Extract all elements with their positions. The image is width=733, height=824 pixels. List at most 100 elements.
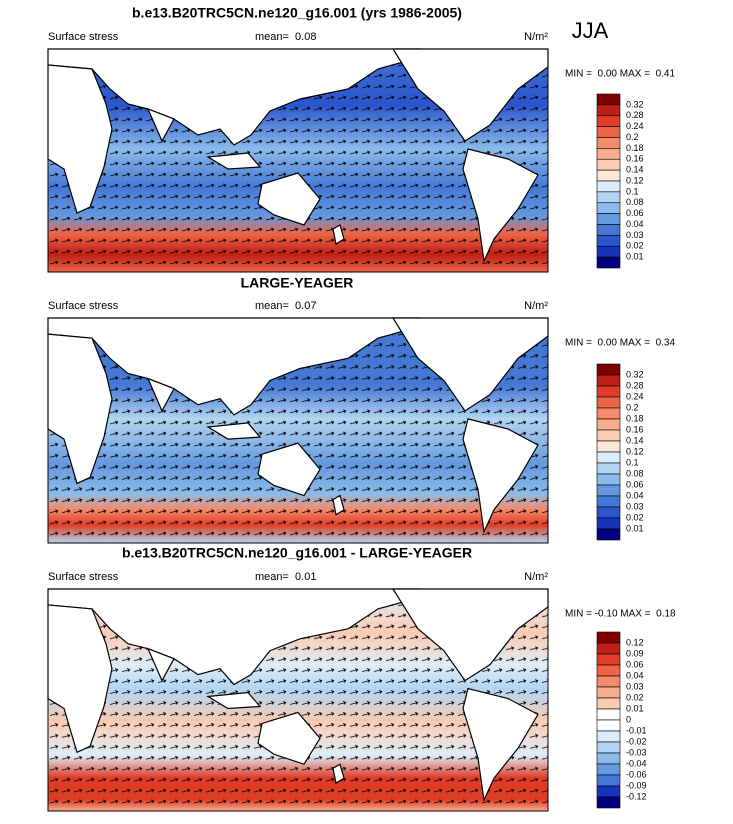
colorbar-label: 0.06 bbox=[626, 479, 644, 489]
colorbar-box bbox=[596, 462, 621, 475]
colorbar-box bbox=[596, 708, 621, 721]
colorbar-label: 0.16 bbox=[626, 154, 644, 164]
colorbar-label: 0.02 bbox=[626, 512, 644, 522]
colorbar-label: 0.06 bbox=[626, 659, 644, 669]
colorbar-label: 0.03 bbox=[626, 681, 644, 691]
colorbar-label: 0.01 bbox=[626, 523, 644, 533]
colorbar-box bbox=[596, 429, 621, 442]
colorbar-box bbox=[596, 169, 621, 182]
colorbar-label: 0.14 bbox=[626, 165, 644, 175]
land bbox=[47, 333, 113, 485]
colorbar-box bbox=[596, 763, 621, 776]
mean-label: mean= 0.08 bbox=[255, 31, 316, 43]
colorbar-box bbox=[596, 256, 621, 269]
colorbar-box bbox=[596, 451, 621, 464]
min-max-label: MIN = 0.00 MAX = 0.34 bbox=[565, 338, 675, 349]
colorbar-box bbox=[596, 115, 621, 127]
land bbox=[206, 691, 262, 710]
colorbar-box bbox=[596, 191, 621, 204]
colorbar-box bbox=[596, 517, 621, 530]
panel-title: b.e13.B20TRC5CN.ne120_g16.001 (yrs 1986-… bbox=[132, 5, 462, 21]
colorbar-label: -0.02 bbox=[626, 736, 647, 746]
colorbar-label: 0.12 bbox=[626, 446, 644, 456]
colorbar-box bbox=[596, 396, 621, 409]
land bbox=[462, 148, 539, 264]
colorbar-box bbox=[596, 675, 621, 688]
colorbar-label: 0.12 bbox=[626, 637, 644, 647]
map bbox=[47, 588, 549, 811]
colorbar-label: 0.02 bbox=[626, 241, 644, 251]
colorbar-label: 0.01 bbox=[626, 703, 644, 713]
colorbar-box bbox=[596, 642, 621, 655]
colorbar-label: 0.08 bbox=[626, 197, 644, 207]
min-max-label: MIN = 0.00 MAX = 0.41 bbox=[565, 69, 675, 80]
land bbox=[146, 647, 175, 682]
land bbox=[146, 107, 175, 143]
land bbox=[462, 418, 539, 535]
units-label: N/m² bbox=[524, 31, 548, 43]
colorbar-box bbox=[596, 785, 621, 798]
land bbox=[206, 152, 262, 170]
min-max-label: MIN = -0.10 MAX = 0.18 bbox=[565, 609, 676, 620]
colorbar-label: 0.08 bbox=[626, 468, 644, 478]
colorbar-label: 0.18 bbox=[626, 143, 644, 153]
land bbox=[47, 317, 422, 416]
colorbar-label: 0.32 bbox=[626, 369, 644, 379]
map bbox=[47, 48, 549, 272]
colorbar-label: 0.2 bbox=[626, 132, 639, 142]
colorbar-box bbox=[596, 741, 621, 754]
panel-title: LARGE-YEAGER bbox=[241, 275, 354, 291]
land bbox=[257, 711, 321, 765]
colorbar-label: 0.12 bbox=[626, 175, 644, 185]
colorbar-box bbox=[596, 697, 621, 710]
colorbar-label: 0.04 bbox=[626, 490, 644, 500]
colorbar-box bbox=[596, 235, 621, 247]
colorbar-box bbox=[596, 418, 621, 431]
colorbar-label: 0.04 bbox=[626, 219, 644, 229]
colorbar-label: 0.06 bbox=[626, 208, 644, 218]
colorbar-box bbox=[596, 180, 621, 193]
colorbar-box bbox=[596, 664, 621, 677]
colorbar-box bbox=[596, 752, 621, 765]
panel-title: b.e13.B20TRC5CN.ne120_g16.001 - LARGE-YE… bbox=[122, 545, 472, 561]
colorbar-box bbox=[596, 473, 621, 486]
colorbar-label: -0.01 bbox=[626, 725, 647, 735]
colorbar-box bbox=[596, 104, 621, 117]
colorbar-box bbox=[596, 730, 621, 743]
colorbar-label: 0.1 bbox=[626, 457, 639, 467]
colorbar-box bbox=[596, 484, 621, 497]
season-label: JJA bbox=[572, 18, 609, 43]
land bbox=[332, 763, 345, 785]
colorbar-box bbox=[596, 245, 621, 258]
colorbar-box bbox=[596, 686, 621, 699]
mean-label: mean= 0.01 bbox=[255, 571, 316, 583]
colorbar-box bbox=[596, 158, 621, 171]
colorbar-box bbox=[596, 528, 621, 541]
land bbox=[332, 494, 345, 516]
colorbar-box bbox=[596, 440, 621, 453]
colorbar-label: 0.16 bbox=[626, 424, 644, 434]
land bbox=[462, 687, 539, 803]
units-label: N/m² bbox=[524, 571, 548, 583]
variable-label: Surface stress bbox=[48, 31, 119, 43]
colorbar-box bbox=[596, 224, 621, 236]
colorbar-label: 0.2 bbox=[626, 402, 639, 412]
colorbar-box bbox=[596, 148, 621, 160]
colorbar-label: -0.03 bbox=[626, 747, 647, 757]
colorbar-label: 0.32 bbox=[626, 99, 644, 109]
colorbar-label: 0.04 bbox=[626, 670, 644, 680]
colorbar-label: 0.09 bbox=[626, 648, 644, 658]
mean-label: mean= 0.07 bbox=[255, 300, 316, 312]
land bbox=[257, 172, 321, 226]
colorbar-box bbox=[596, 137, 621, 149]
colorbar-label: 0.28 bbox=[626, 110, 644, 120]
colorbar-label: 0.03 bbox=[626, 230, 644, 240]
colorbar-label: 0.01 bbox=[626, 252, 644, 262]
land bbox=[47, 604, 113, 754]
colorbar-box bbox=[596, 506, 621, 519]
colorbar-label: 0.14 bbox=[626, 435, 644, 445]
colorbar-box bbox=[596, 796, 621, 809]
colorbar-box bbox=[596, 93, 621, 106]
variable-label: Surface stress bbox=[48, 571, 119, 583]
